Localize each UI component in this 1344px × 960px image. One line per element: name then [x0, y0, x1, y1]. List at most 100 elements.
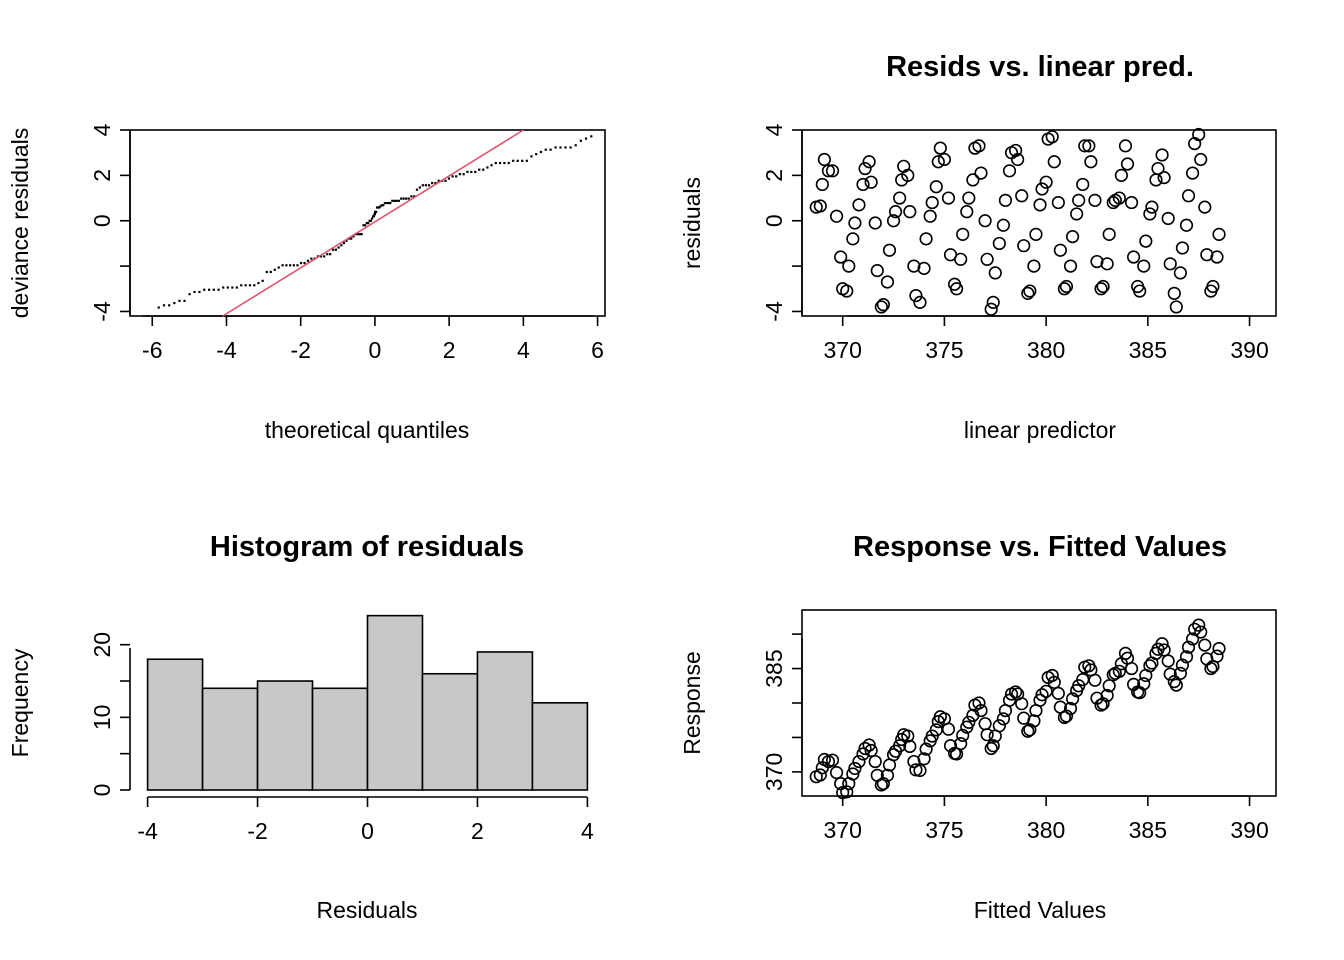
resid-y-label: residuals — [679, 177, 705, 269]
resid-x-tick-label: 385 — [1129, 337, 1167, 363]
qq-point — [462, 173, 465, 176]
resid-point — [886, 214, 901, 228]
fitted-point — [813, 768, 827, 782]
resid-point — [868, 216, 882, 230]
hist-x-label: Residuals — [317, 897, 418, 923]
qq-point — [342, 241, 345, 245]
resid-y-tick-label: 4 — [761, 123, 787, 136]
qq-point — [559, 146, 562, 149]
fitted-x-tick-label: 370 — [823, 817, 861, 843]
qq-point — [323, 255, 326, 258]
resid-point — [1070, 207, 1084, 221]
fitted-plot-panel: Response vs. Fitted Values 370 375 380 385 3… — [679, 531, 1277, 923]
qq-point — [168, 304, 171, 307]
fitted-point — [829, 765, 844, 780]
resid-point — [919, 232, 933, 246]
qq-point — [437, 179, 440, 182]
fitted-point — [1161, 654, 1175, 668]
resid-plot-title: Resids vs. linear pred. — [886, 51, 1194, 83]
qq-x-tick-label: -6 — [142, 337, 162, 363]
qq-point — [569, 146, 572, 149]
resid-point — [1015, 189, 1029, 203]
qq-point — [362, 224, 365, 227]
qq-point — [378, 206, 381, 209]
qq-point — [400, 197, 403, 200]
fitted-point — [868, 754, 882, 769]
qq-y-tick-label: 4 — [89, 123, 115, 136]
fitted-plot-title: Response vs. Fitted Values — [853, 531, 1227, 563]
qq-x-tick-label: 2 — [443, 337, 456, 363]
fitted-point — [1198, 638, 1212, 652]
qq-point — [405, 197, 408, 200]
resid-point — [1157, 171, 1171, 185]
resid-point — [1151, 161, 1165, 176]
qq-point — [424, 184, 427, 187]
qq-point — [244, 284, 247, 287]
fitted-point — [825, 753, 840, 767]
qq-point — [470, 170, 473, 174]
resid-point — [1029, 227, 1043, 241]
qq-x-tick-label: -4 — [216, 337, 237, 363]
qq-point — [507, 161, 510, 165]
resid-point — [825, 164, 840, 178]
hist-x-tick-label: 2 — [471, 818, 484, 844]
qq-point — [198, 290, 201, 294]
resid-x-ticks: 370 375 380 385 390 — [823, 316, 1269, 363]
fitted-point — [919, 742, 933, 756]
qq-point — [407, 197, 410, 200]
resid-point — [980, 252, 994, 266]
qq-point — [188, 293, 191, 296]
fitted-y-label: Response — [679, 651, 705, 755]
resid-point — [960, 205, 974, 219]
fitted-point — [996, 712, 1010, 726]
resid-point — [888, 205, 903, 219]
histogram-title: Histogram of residuals — [210, 531, 524, 563]
resid-point — [1112, 191, 1126, 205]
qq-point — [261, 279, 264, 282]
resid-point — [1023, 284, 1037, 298]
resid-point — [1035, 182, 1049, 196]
fitted-point — [1137, 677, 1151, 691]
fitted-point — [972, 696, 986, 710]
qq-point — [478, 168, 481, 171]
fitted-point — [1163, 667, 1177, 681]
resid-point — [815, 177, 829, 192]
qq-point — [380, 204, 383, 207]
qq-point — [415, 188, 419, 191]
qq-point — [350, 237, 353, 240]
resid-point — [1011, 152, 1025, 167]
fitted-point — [880, 768, 895, 782]
qq-point — [360, 233, 363, 236]
resid-point — [1133, 284, 1147, 298]
qq-point — [458, 173, 461, 176]
resid-points — [809, 127, 1226, 316]
qq-point — [178, 299, 181, 302]
resid-point — [996, 218, 1010, 232]
fitted-point — [913, 763, 927, 778]
qq-point — [173, 301, 176, 305]
qq-point — [358, 233, 361, 236]
histogram-bar — [421, 672, 479, 791]
qq-point — [431, 181, 434, 185]
qq-point — [444, 179, 447, 182]
qq-point — [434, 181, 437, 185]
qq-point — [372, 215, 375, 218]
resid-point — [974, 166, 988, 180]
resid-point — [1065, 230, 1080, 244]
qq-point — [319, 255, 323, 258]
qq-x-ticks: -6 -4 -2 0 2 4 6 — [142, 316, 604, 363]
qq-point — [383, 201, 386, 205]
fitted-point — [901, 729, 915, 743]
qq-point — [486, 166, 489, 169]
resid-point — [852, 198, 866, 212]
qq-point — [579, 139, 582, 142]
resid-point — [862, 155, 876, 169]
resid-point — [1033, 198, 1047, 212]
qq-point — [539, 150, 543, 154]
qq-point — [447, 177, 451, 180]
fitted-point — [1204, 661, 1218, 676]
resid-x-tick-label: 380 — [1027, 337, 1065, 363]
resid-point — [1017, 239, 1031, 253]
resid-point — [829, 209, 844, 223]
resid-point — [874, 300, 888, 314]
